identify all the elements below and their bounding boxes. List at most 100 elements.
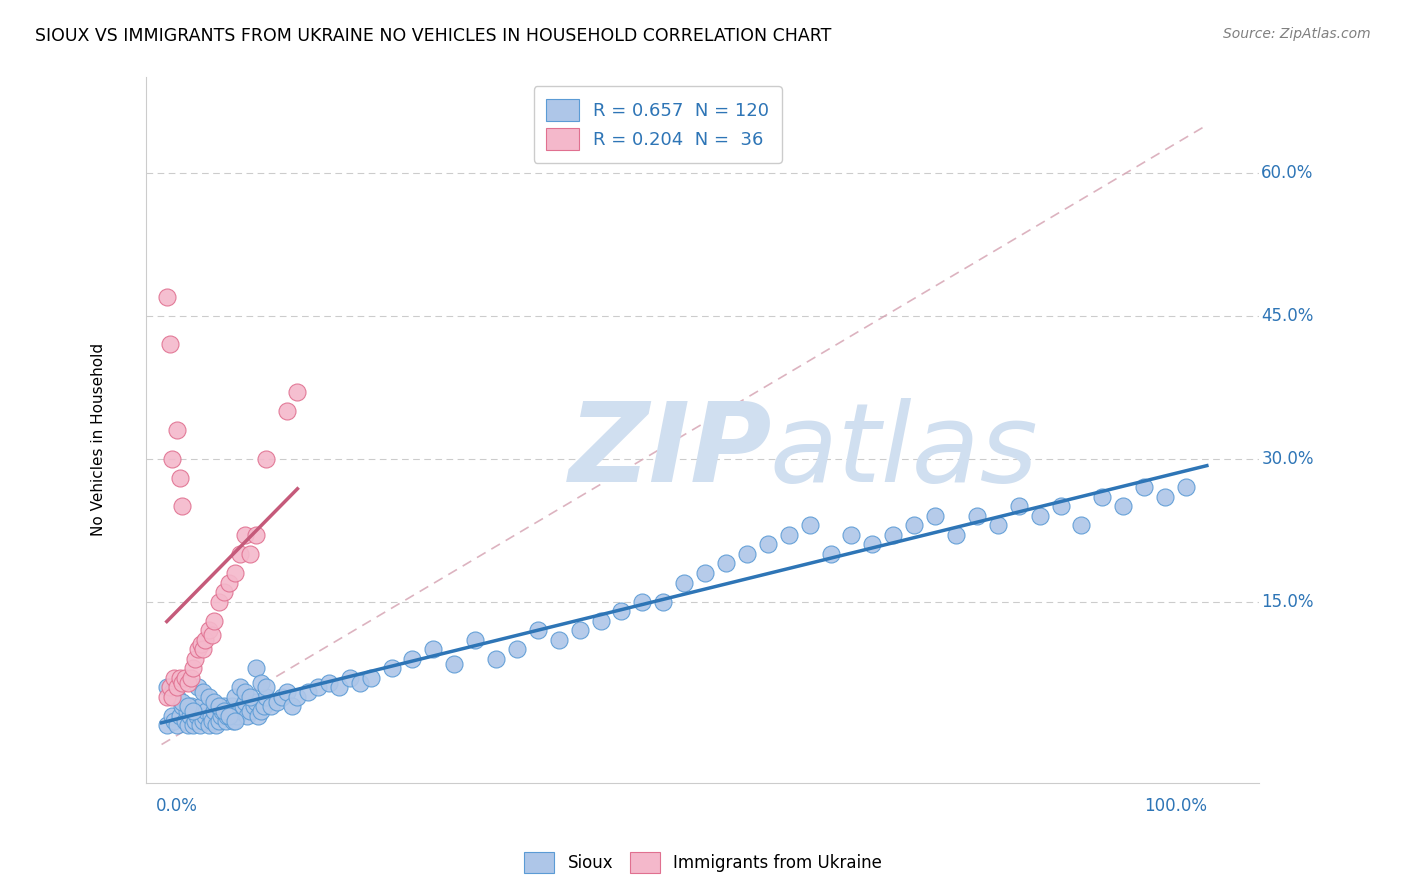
- Point: [245, 661, 267, 675]
- Point: [217, 709, 239, 723]
- Point: [180, 699, 202, 714]
- Point: [631, 594, 654, 608]
- Text: ZIP: ZIP: [569, 398, 772, 505]
- Point: [173, 714, 195, 728]
- Text: 15.0%: 15.0%: [1261, 592, 1313, 610]
- Text: SIOUX VS IMMIGRANTS FROM UKRAINE NO VEHICLES IN HOUSEHOLD CORRELATION CHART: SIOUX VS IMMIGRANTS FROM UKRAINE NO VEHI…: [35, 27, 831, 45]
- Point: [214, 585, 236, 599]
- Point: [236, 709, 259, 723]
- Point: [188, 718, 211, 732]
- Point: [169, 471, 191, 485]
- Point: [207, 699, 229, 714]
- Point: [401, 652, 423, 666]
- Point: [166, 423, 188, 437]
- Point: [190, 699, 212, 714]
- Point: [250, 675, 273, 690]
- Point: [176, 675, 198, 690]
- Point: [181, 704, 204, 718]
- Point: [287, 384, 309, 399]
- Point: [1154, 490, 1177, 504]
- Point: [254, 690, 277, 704]
- Point: [214, 699, 236, 714]
- Point: [172, 675, 194, 690]
- Point: [250, 704, 273, 718]
- Point: [229, 704, 252, 718]
- Point: [211, 704, 233, 718]
- Point: [197, 718, 219, 732]
- Text: atlas: atlas: [769, 398, 1038, 505]
- Point: [360, 671, 382, 685]
- Point: [229, 681, 252, 695]
- Point: [172, 695, 194, 709]
- Point: [221, 714, 243, 728]
- Point: [224, 714, 246, 728]
- Point: [176, 718, 198, 732]
- Point: [232, 699, 254, 714]
- Point: [1049, 500, 1071, 514]
- Point: [714, 557, 737, 571]
- Point: [176, 704, 198, 718]
- Point: [160, 690, 183, 704]
- Point: [422, 642, 444, 657]
- Point: [987, 518, 1010, 533]
- Text: 45.0%: 45.0%: [1261, 307, 1313, 325]
- Point: [181, 718, 204, 732]
- Point: [820, 547, 842, 561]
- Point: [166, 690, 188, 704]
- Point: [218, 704, 240, 718]
- Point: [156, 718, 179, 732]
- Point: [187, 681, 209, 695]
- Text: No Vehicles in Household: No Vehicles in Household: [91, 343, 107, 536]
- Point: [224, 690, 246, 704]
- Point: [215, 714, 238, 728]
- Point: [202, 695, 225, 709]
- Point: [673, 575, 696, 590]
- Point: [194, 632, 217, 647]
- Point: [201, 714, 224, 728]
- Point: [233, 695, 256, 709]
- Point: [860, 537, 883, 551]
- Point: [924, 508, 946, 523]
- Point: [166, 718, 188, 732]
- Text: 60.0%: 60.0%: [1261, 164, 1313, 182]
- Point: [233, 685, 256, 699]
- Point: [200, 709, 222, 723]
- Point: [160, 451, 183, 466]
- Point: [610, 604, 633, 618]
- Point: [218, 709, 240, 723]
- Point: [224, 566, 246, 580]
- Point: [186, 709, 208, 723]
- Point: [172, 699, 194, 714]
- Point: [1112, 500, 1135, 514]
- Point: [209, 709, 232, 723]
- Point: [239, 547, 262, 561]
- Point: [166, 681, 188, 695]
- Point: [197, 623, 219, 637]
- Point: [260, 699, 283, 714]
- Point: [172, 500, 194, 514]
- Point: [233, 528, 256, 542]
- Point: [173, 671, 195, 685]
- Legend: R = 0.657  N = 120, R = 0.204  N =  36: R = 0.657 N = 120, R = 0.204 N = 36: [534, 87, 782, 163]
- Point: [163, 671, 186, 685]
- Point: [160, 685, 183, 699]
- Point: [841, 528, 863, 542]
- Point: [253, 699, 276, 714]
- Point: [945, 528, 967, 542]
- Point: [218, 575, 240, 590]
- Point: [245, 695, 267, 709]
- Point: [163, 714, 186, 728]
- Point: [506, 642, 529, 657]
- Point: [464, 632, 486, 647]
- Point: [201, 628, 224, 642]
- Point: [966, 508, 988, 523]
- Point: [159, 681, 181, 695]
- Point: [225, 709, 247, 723]
- Point: [328, 681, 350, 695]
- Point: [287, 690, 309, 704]
- Point: [1133, 480, 1156, 494]
- Point: [229, 547, 252, 561]
- Point: [778, 528, 800, 542]
- Point: [246, 709, 269, 723]
- Point: [214, 704, 236, 718]
